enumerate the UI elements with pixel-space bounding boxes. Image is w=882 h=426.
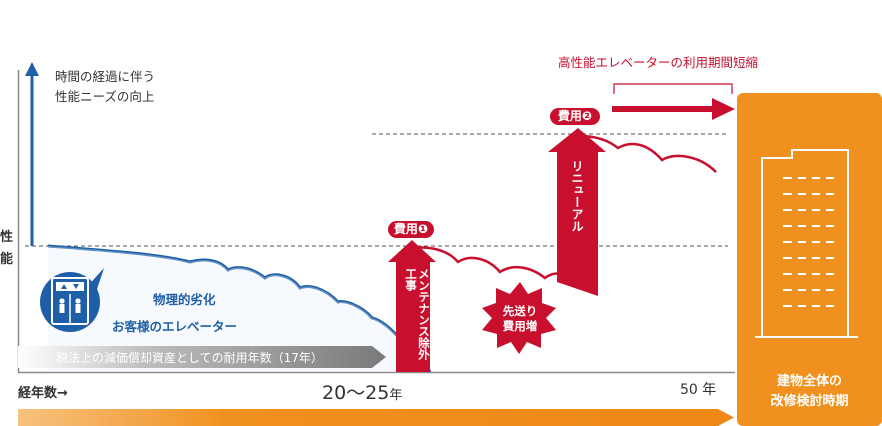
deferred-line-1: 先送り bbox=[502, 304, 538, 318]
needs-arrow-head bbox=[25, 62, 39, 76]
cost1-arrow-text: メンテナンス除外工事 bbox=[404, 268, 431, 360]
depreciation-label: 税法上の減価償却資産としての耐用年数（17年） bbox=[56, 351, 323, 365]
cost1-badge: 費用❶ bbox=[388, 221, 434, 238]
curve-after-cost2 bbox=[579, 134, 717, 173]
degradation-curve bbox=[47, 244, 432, 373]
degradation-label: 物理的劣化 bbox=[153, 292, 216, 307]
deferred-burst bbox=[482, 282, 556, 354]
cost1-number: ❶ bbox=[417, 222, 429, 236]
x-axis-label: 経年数→ bbox=[18, 386, 68, 401]
cost1-label: 費用 bbox=[393, 222, 418, 236]
cost2-label: 費用 bbox=[557, 109, 582, 123]
needs-line-1: 時間の経過に伴う bbox=[55, 69, 156, 84]
tick-end: 50 年 bbox=[680, 382, 717, 398]
tick-mid-value: 20〜25 bbox=[322, 382, 390, 404]
depreciation-bar bbox=[18, 346, 386, 368]
building-line-2: 改修検討時期 bbox=[770, 394, 849, 409]
cost2-arrow-text: リニューアル bbox=[570, 160, 584, 232]
cost2-number: ❷ bbox=[581, 109, 593, 123]
cost2-arrow bbox=[548, 128, 606, 296]
needs-line-2: 性能ニーズの向上 bbox=[55, 89, 155, 104]
curve-after-cost1 bbox=[411, 246, 587, 291]
extension-bracket bbox=[613, 83, 733, 94]
tick-mid-unit: 年 bbox=[389, 388, 403, 403]
cost2-badge: 費用❷ bbox=[550, 108, 600, 125]
extension-arrow-head bbox=[712, 98, 735, 120]
y-label-2: 能 bbox=[0, 252, 14, 267]
deferred-line-2: 費用増 bbox=[502, 319, 538, 333]
timeline-arrow bbox=[18, 409, 734, 426]
elevator-label: お客様のエレベーター bbox=[112, 319, 238, 334]
extension-label: 高性能エレベーターの利用期間短縮 bbox=[558, 55, 759, 70]
building-icon bbox=[755, 149, 858, 338]
building-line-1: 建物全体の bbox=[776, 374, 842, 389]
tick-mid: 20〜25年 bbox=[322, 378, 402, 405]
y-label-1: 性 bbox=[0, 230, 14, 245]
building-panel bbox=[737, 93, 882, 426]
cost1-arrow bbox=[388, 240, 436, 372]
degradation-curve-shade bbox=[48, 246, 430, 372]
elevator-icon bbox=[40, 268, 104, 332]
